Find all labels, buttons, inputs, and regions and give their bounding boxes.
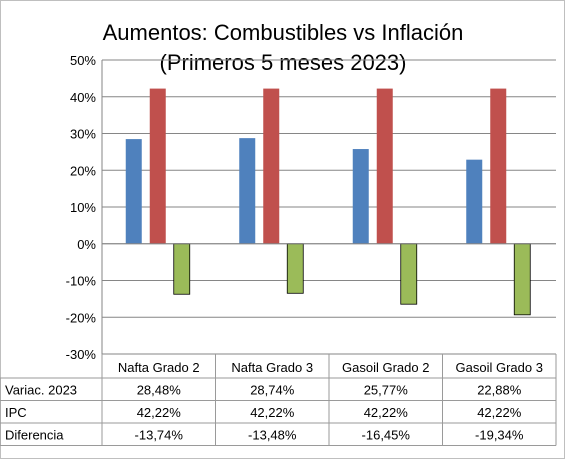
data-label: -16,45% <box>362 427 411 442</box>
y-tick-label: -20% <box>66 310 97 325</box>
category-label: Nafta Grado 2 <box>118 360 200 375</box>
bar-variac-2023 <box>125 139 142 244</box>
y-tick-label: -30% <box>66 347 97 362</box>
y-tick-label: 0% <box>77 237 96 252</box>
bar-diferencia <box>513 243 531 316</box>
series-name: Diferencia <box>5 427 64 442</box>
data-label: 42,22% <box>477 405 522 420</box>
category-label: Gasoil Grado 3 <box>456 360 543 375</box>
bar-ipc <box>263 88 280 244</box>
data-label: -13,74% <box>135 427 184 442</box>
category-label: Nafta Grado 3 <box>231 360 313 375</box>
data-label: -13,48% <box>248 427 297 442</box>
bar-variac-2023 <box>239 138 256 244</box>
bar-diferencia <box>400 243 418 305</box>
chart-title-line: (Primeros 5 meses 2023) <box>160 50 407 75</box>
data-label: 28,74% <box>250 382 295 397</box>
y-tick-label: 30% <box>70 127 96 142</box>
data-label: 42,22% <box>364 405 409 420</box>
bar-ipc <box>490 88 507 244</box>
bar-ipc <box>149 88 166 244</box>
y-tick-label: -10% <box>66 274 97 289</box>
y-tick-label: 10% <box>70 200 96 215</box>
y-tick-label: 50% <box>70 53 96 68</box>
y-tick-label: 40% <box>70 90 96 105</box>
bar-variac-2023 <box>466 159 483 244</box>
data-label: 42,22% <box>137 405 182 420</box>
bar-ipc <box>376 88 393 244</box>
data-label: 42,22% <box>250 405 295 420</box>
chart-title-line: Aumentos: Combustibles vs Inflación <box>103 20 464 45</box>
bar-variac-2023 <box>352 149 369 244</box>
data-label: 22,88% <box>477 382 522 397</box>
category-label: Gasoil Grado 2 <box>342 360 429 375</box>
data-label: -19,34% <box>475 427 524 442</box>
y-tick-label: 20% <box>70 163 96 178</box>
bar-diferencia <box>286 243 304 294</box>
series-name: IPC <box>5 405 27 420</box>
data-label: 25,77% <box>364 382 409 397</box>
series-name: Variac. 2023 <box>5 382 77 397</box>
bar-diferencia <box>173 243 191 295</box>
data-label: 28,48% <box>137 382 182 397</box>
